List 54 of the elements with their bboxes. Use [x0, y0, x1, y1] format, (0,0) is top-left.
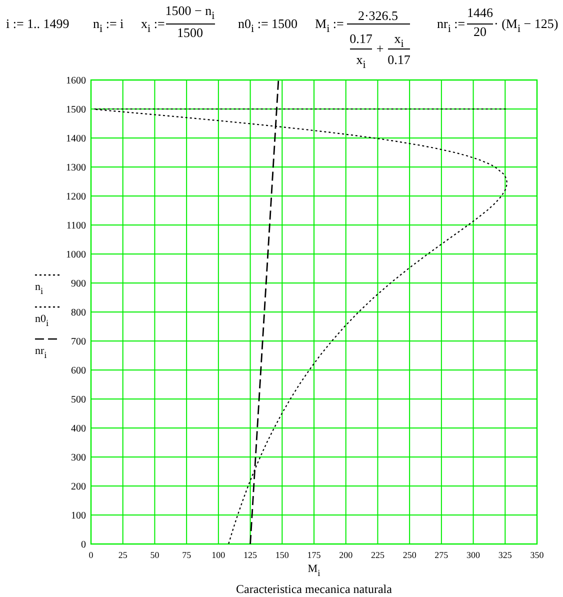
y-tick-label: 1500 [66, 104, 86, 116]
text: Caracteristica mecanica naturala [236, 582, 393, 596]
y-tick-label: 500 [71, 394, 86, 406]
x-tick-label: 275 [434, 550, 449, 560]
text: x$_{i}$ [356, 52, 366, 71]
x-tick-label: 75 [182, 550, 192, 560]
text: nr$_{i}$ := [437, 16, 466, 35]
x-tick-label: 175 [307, 550, 322, 560]
legend-label: nr$_{i}$ [35, 345, 48, 361]
y-tick-label: 600 [71, 366, 86, 376]
y-tick-label: 200 [71, 482, 86, 492]
text: 1446 [467, 5, 494, 20]
text: x$_{i}$ := [141, 16, 165, 35]
y-tick-label: 300 [71, 452, 86, 464]
text: 2·326.5 [358, 8, 398, 23]
x-tick-label: 225 [370, 550, 385, 560]
legend-label: n$_{i}$ [35, 281, 44, 297]
x-tick-label: 150 [275, 550, 290, 560]
text: n0$_{i}$ := 1500 [238, 16, 298, 35]
text: · (M$_{i}$ − 125) [494, 16, 558, 35]
y-tick-label: 800 [71, 308, 86, 318]
x-axis-title: M$_{i}$ [308, 563, 321, 579]
text: + [376, 41, 384, 56]
x-tick-label: 250 [402, 550, 417, 560]
legend-label: n0$_{i}$ [35, 313, 49, 329]
text: 0.17 [350, 31, 373, 46]
x-tick-label: 325 [498, 550, 512, 560]
x-tick-label: 350 [530, 550, 544, 560]
y-tick-label: 100 [71, 510, 86, 522]
x-tick-label: 100 [212, 550, 226, 560]
y-tick-label: 1200 [66, 192, 86, 202]
y-tick-label: 900 [71, 278, 86, 290]
y-tick-label: 700 [71, 336, 86, 348]
x-tick-label: 300 [466, 550, 481, 560]
y-tick-label: 1600 [66, 76, 86, 86]
text: x$_{i}$ [394, 31, 404, 50]
text: 20 [474, 24, 486, 39]
y-tick-label: 1100 [66, 220, 86, 232]
text: 1500 − n$_{i}$ [165, 3, 215, 22]
x-tick-label: 0 [88, 550, 94, 560]
text: i := 1.. 1499 [6, 16, 70, 31]
y-tick-label: 400 [71, 424, 86, 434]
y-tick-label: 0 [81, 540, 86, 550]
y-tick-label: 1000 [66, 250, 86, 260]
text: M$_{i}$ := [315, 16, 344, 35]
text: 0.17 [388, 52, 411, 67]
y-tick-label: 1300 [66, 162, 86, 174]
x-tick-label: 200 [339, 550, 354, 560]
x-tick-label: 25 [118, 550, 128, 560]
y-tick-label: 1400 [66, 134, 86, 144]
text: n$_{i}$ := i [93, 16, 124, 35]
text: 1500 [177, 25, 203, 40]
x-tick-label: 125 [244, 550, 258, 560]
x-tick-label: 50 [150, 550, 160, 560]
